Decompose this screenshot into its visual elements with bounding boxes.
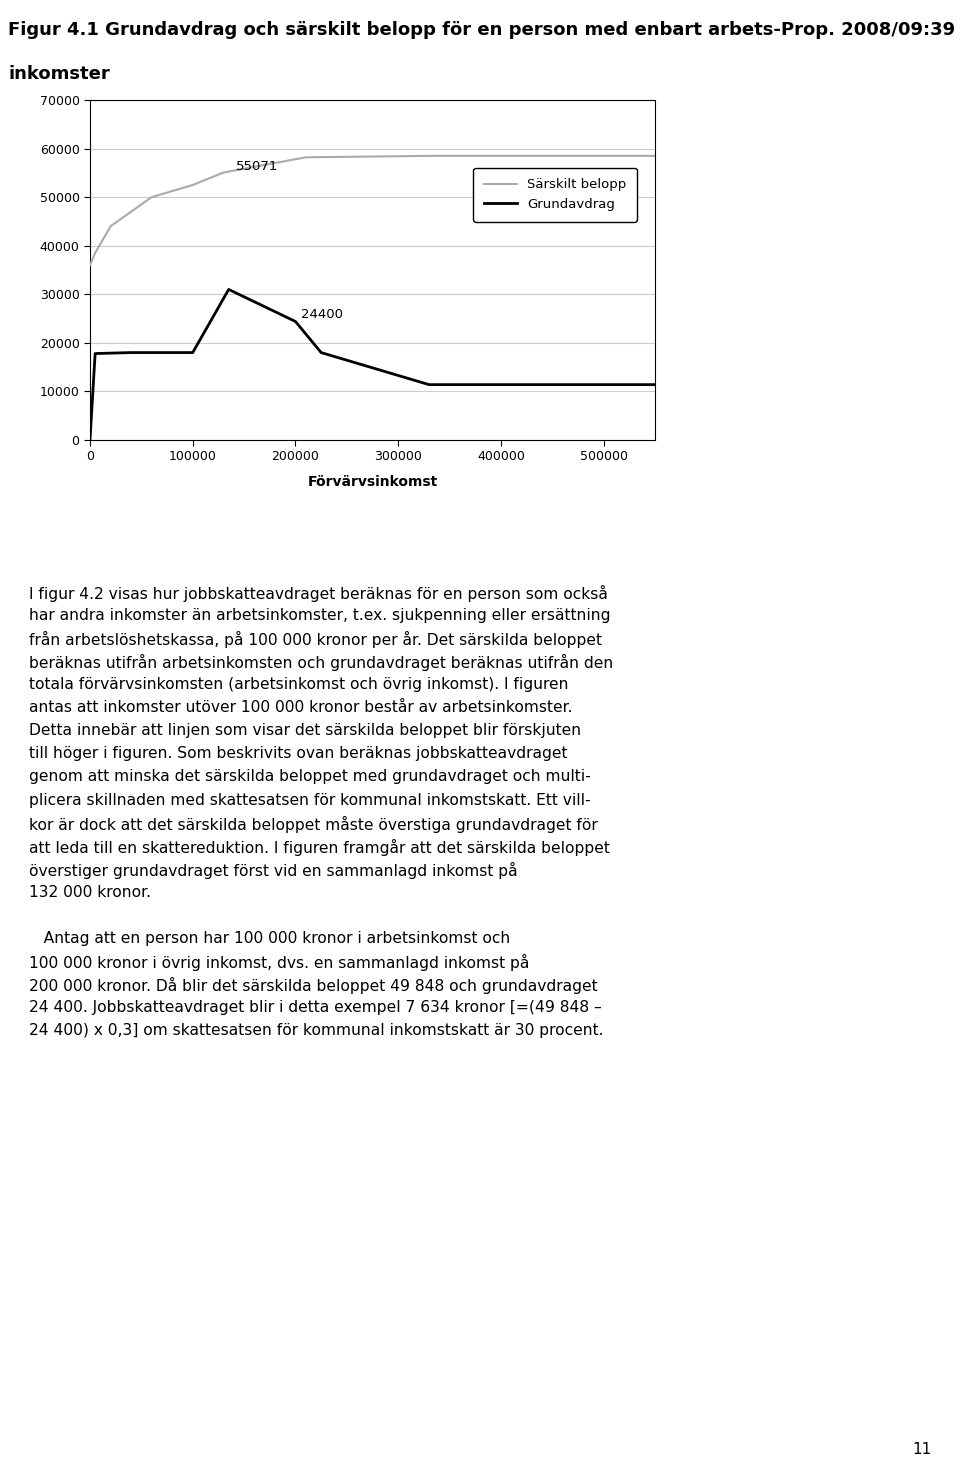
- Text: plicera skillnaden med skattesatsen för kommunal inkomstskatt. Ett vill-: plicera skillnaden med skattesatsen för …: [29, 793, 590, 808]
- Text: Figur 4.1 Grundavdrag och särskilt belopp för en person med enbart arbets-: Figur 4.1 Grundavdrag och särskilt belop…: [8, 21, 780, 38]
- Text: överstiger grundavdraget först vid en sammanlagd inkomst på: överstiger grundavdraget först vid en sa…: [29, 862, 517, 879]
- Text: antas att inkomster utöver 100 000 kronor består av arbetsinkomster.: antas att inkomster utöver 100 000 krono…: [29, 701, 572, 716]
- Text: 200 000 kronor. Då blir det särskilda beloppet 49 848 och grundavdraget: 200 000 kronor. Då blir det särskilda be…: [29, 976, 597, 994]
- Text: 24 400. Jobbskatteavdraget blir i detta exempel 7 634 kronor [=(49 848 –: 24 400. Jobbskatteavdraget blir i detta …: [29, 1000, 602, 1015]
- Text: 24400: 24400: [300, 308, 343, 321]
- Text: Detta innebär att linjen som visar det särskilda beloppet blir förskjuten: Detta innebär att linjen som visar det s…: [29, 723, 581, 738]
- Text: 24 400) x 0,3] om skattesatsen för kommunal inkomstskatt är 30 procent.: 24 400) x 0,3] om skattesatsen för kommu…: [29, 1022, 603, 1038]
- Text: Prop. 2008/09:39: Prop. 2008/09:39: [780, 21, 955, 38]
- Text: att leda till en skattereduktion. I figuren framgår att det särskilda beloppet: att leda till en skattereduktion. I figu…: [29, 839, 610, 855]
- Text: 132 000 kronor.: 132 000 kronor.: [29, 884, 151, 899]
- Legend: Särskilt belopp, Grundavdrag: Särskilt belopp, Grundavdrag: [473, 167, 637, 222]
- Text: 11: 11: [912, 1442, 931, 1457]
- X-axis label: Förvärvsinkomst: Förvärvsinkomst: [307, 475, 438, 488]
- Text: till höger i figuren. Som beskrivits ovan beräknas jobbskatteavdraget: till höger i figuren. Som beskrivits ova…: [29, 747, 567, 762]
- Text: genom att minska det särskilda beloppet med grundavdraget och multi-: genom att minska det särskilda beloppet …: [29, 769, 590, 784]
- Text: totala förvärvsinkomsten (arbetsinkomst och övrig inkomst). I figuren: totala förvärvsinkomsten (arbetsinkomst …: [29, 677, 568, 692]
- Text: beräknas utifrån arbetsinkomsten och grundavdraget beräknas utifrån den: beräknas utifrån arbetsinkomsten och gru…: [29, 654, 613, 671]
- Text: Antag att en person har 100 000 kronor i arbetsinkomst och: Antag att en person har 100 000 kronor i…: [29, 930, 510, 945]
- Text: har andra inkomster än arbetsinkomster, t.ex. sjukpenning eller ersättning: har andra inkomster än arbetsinkomster, …: [29, 608, 611, 623]
- Text: I figur 4.2 visas hur jobbskatteavdraget beräknas för en person som också: I figur 4.2 visas hur jobbskatteavdraget…: [29, 586, 608, 602]
- Text: 100 000 kronor i övrig inkomst, dvs. en sammanlagd inkomst på: 100 000 kronor i övrig inkomst, dvs. en …: [29, 954, 529, 970]
- Text: från arbetslöshetskassa, på 100 000 kronor per år. Det särskilda beloppet: från arbetslöshetskassa, på 100 000 kron…: [29, 632, 602, 648]
- Text: inkomster: inkomster: [8, 65, 109, 83]
- Text: 55071: 55071: [236, 160, 278, 173]
- Text: kor är dock att det särskilda beloppet måste överstiga grundavdraget för: kor är dock att det särskilda beloppet m…: [29, 815, 597, 833]
